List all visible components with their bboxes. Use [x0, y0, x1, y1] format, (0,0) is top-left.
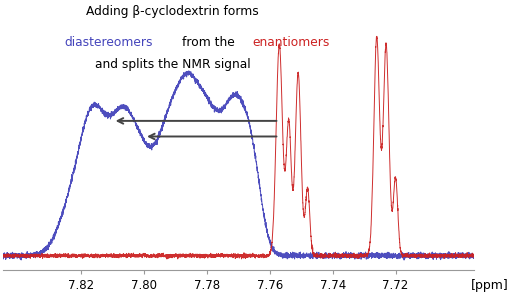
Text: enantiomers: enantiomers — [252, 36, 330, 49]
Text: and splits the NMR signal: and splits the NMR signal — [95, 58, 250, 71]
Text: [ppm]: [ppm] — [471, 279, 509, 292]
Text: diastereomers: diastereomers — [64, 36, 153, 49]
Text: from the: from the — [182, 36, 234, 49]
Text: Adding β-cyclodextrin forms: Adding β-cyclodextrin forms — [86, 5, 259, 19]
